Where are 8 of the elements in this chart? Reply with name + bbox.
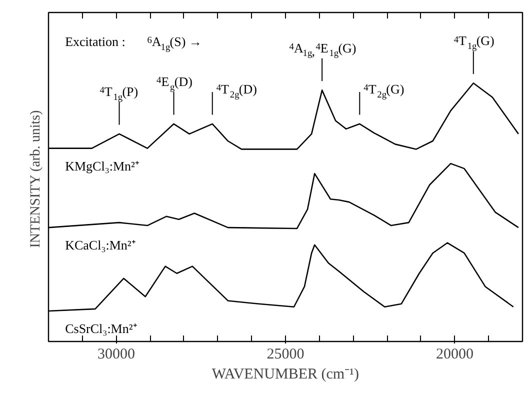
x-tick-label: 25000 (266, 346, 304, 362)
x-axis-title: WAVENUMBER (cm⁻¹) (212, 366, 360, 382)
x-tick-label: 20000 (436, 346, 474, 362)
series-label: KMgCl₃:Mn²⁺ (65, 158, 139, 174)
series-label: KCaCl₃:Mn²⁺ (65, 238, 136, 253)
y-axis-title: INTENSITY (arb. units) (28, 110, 44, 248)
x-tick-label: 30000 (97, 346, 135, 362)
series-label: CsSrCl₃:Mn²⁺ (65, 320, 137, 336)
